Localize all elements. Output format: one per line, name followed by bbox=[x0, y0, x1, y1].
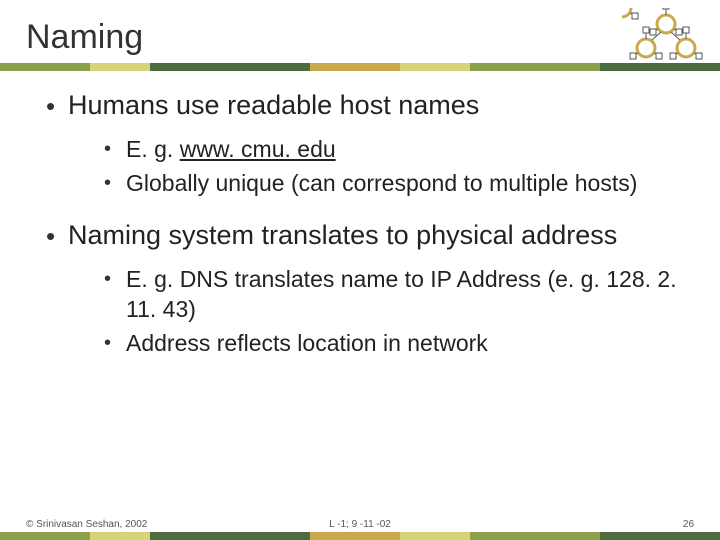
corner-network-icon bbox=[622, 8, 710, 62]
sub-bullet-text: E. g. www. cmu. edu bbox=[126, 135, 336, 165]
sub-bullet-text: E. g. DNS translates name to IP Address … bbox=[126, 265, 694, 325]
slide-title: Naming bbox=[26, 18, 694, 57]
footer-copyright: © Srinivasan Seshan, 2002 bbox=[26, 519, 249, 530]
bullet-dot-icon: • bbox=[46, 89, 68, 123]
bullet-dot-icon: • bbox=[104, 265, 126, 293]
bullet-text: Humans use readable host names bbox=[68, 89, 479, 123]
bullet-item: • Humans use readable host names • E. g.… bbox=[46, 89, 694, 199]
bullet-dot-icon: • bbox=[104, 135, 126, 163]
bullet-dot-icon: • bbox=[46, 219, 68, 253]
text-fragment: E. g. bbox=[126, 136, 180, 162]
sub-bullet-text: Address reflects location in network bbox=[126, 329, 488, 359]
sub-bullet-list: • E. g. DNS translates name to IP Addres… bbox=[46, 265, 694, 359]
title-underline-stripe bbox=[0, 63, 720, 71]
link-text: www. cmu. edu bbox=[180, 136, 336, 162]
slide-footer: © Srinivasan Seshan, 2002 L -1; 9 -11 -0… bbox=[0, 519, 720, 540]
bullet-item: • Naming system translates to physical a… bbox=[46, 219, 694, 359]
sub-bullet-item: • Address reflects location in network bbox=[104, 329, 694, 359]
sub-bullet-item: • E. g. www. cmu. edu bbox=[104, 135, 694, 165]
bullet-dot-icon: • bbox=[104, 169, 126, 197]
sub-bullet-item: • Globally unique (can correspond to mul… bbox=[104, 169, 694, 199]
bullet-text: Naming system translates to physical add… bbox=[68, 219, 617, 253]
footer-stripe bbox=[0, 532, 720, 540]
sub-bullet-text: Globally unique (can correspond to multi… bbox=[126, 169, 637, 199]
bullet-list: • Humans use readable host names • E. g.… bbox=[26, 89, 694, 358]
slide-body: • Humans use readable host names • E. g.… bbox=[26, 71, 694, 358]
footer-lecture-info: L -1; 9 -11 -02 bbox=[249, 519, 472, 530]
sub-bullet-item: • E. g. DNS translates name to IP Addres… bbox=[104, 265, 694, 325]
sub-bullet-list: • E. g. www. cmu. edu • Globally unique … bbox=[46, 135, 694, 199]
footer-page-number: 26 bbox=[471, 519, 694, 530]
slide: Naming • Humans use readable host names … bbox=[0, 0, 720, 540]
bullet-dot-icon: • bbox=[104, 329, 126, 357]
